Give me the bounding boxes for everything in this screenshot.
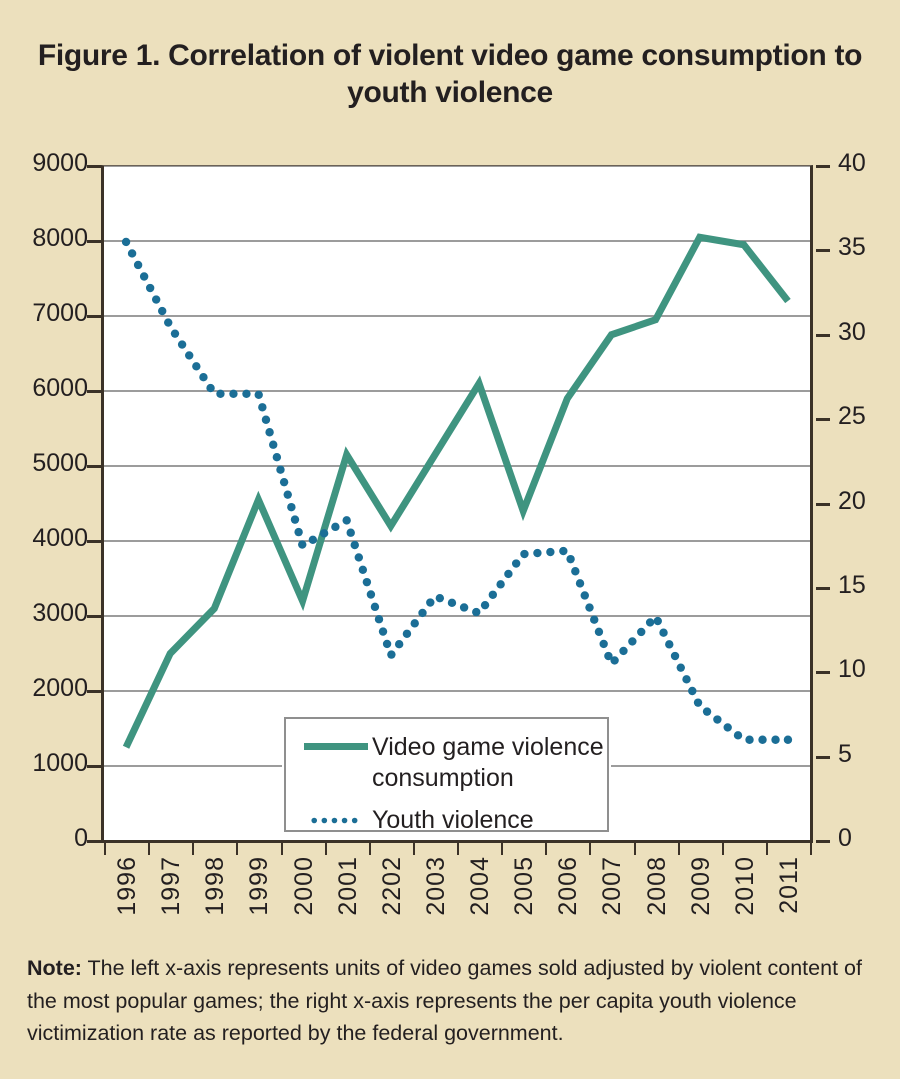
chart-figure: Video game violence consumption Youth vi… — [0, 149, 900, 950]
legend-label-youth-violence: Youth violence — [372, 806, 534, 834]
gridlines — [104, 166, 810, 767]
x-axis-tick-label: 2000 — [289, 856, 318, 916]
x-axis-tick-label: 1999 — [245, 856, 274, 916]
x-axis-tick-mark — [501, 843, 504, 855]
x-axis-tick-label: 2005 — [510, 856, 539, 916]
legend-label-video-game-violence: Video game violence consumption — [372, 733, 604, 792]
right-axis-tick-mark — [816, 333, 830, 337]
left-axis-tick-mark — [87, 540, 101, 543]
x-axis-tick-label: 2008 — [642, 856, 671, 916]
x-axis-tick-label: 2009 — [686, 856, 715, 916]
plot-area: Video game violence consumption Youth vi… — [101, 165, 813, 843]
right-axis-tick-label: 25 — [838, 402, 866, 431]
left-axis-tick-mark — [87, 840, 101, 843]
left-axis-tick-label: 5000 — [32, 449, 88, 477]
right-axis-tick-mark — [816, 418, 830, 422]
x-axis-tick-mark — [280, 843, 283, 855]
x-axis-tick-mark — [589, 843, 592, 855]
right-axis-tick-mark — [816, 586, 830, 590]
x-axis-tick-mark — [412, 843, 415, 855]
series-line-video-game-violence — [122, 233, 791, 749]
left-axis-tick-label: 7000 — [32, 299, 88, 327]
left-axis-tick-mark — [87, 390, 101, 393]
left-axis-tick-mark — [87, 465, 101, 468]
right-axis-tick-mark — [816, 671, 830, 675]
x-axis-tick-mark — [633, 843, 636, 855]
figure-note: Note: The left x-axis represents units o… — [27, 952, 872, 1050]
x-axis-tick-label: 2007 — [598, 856, 627, 916]
x-axis-tick-mark — [765, 843, 768, 855]
legend-swatch-dotted-line-icon — [300, 804, 372, 834]
figure-title: Figure 1. Correlation of violent video g… — [37, 39, 863, 109]
right-axis-tick-mark — [816, 165, 830, 168]
left-axis-tick-label: 4000 — [32, 524, 88, 552]
x-axis-tick-mark — [192, 843, 195, 855]
left-axis-tick-label: 6000 — [32, 374, 88, 402]
right-axis-tick-mark — [816, 249, 830, 253]
chart-legend: Video game violence consumption Youth vi… — [282, 715, 611, 834]
left-axis-tick-mark — [87, 765, 101, 768]
left-axis-tick-label: 1000 — [32, 749, 88, 777]
x-axis-tick-label: 1997 — [157, 856, 186, 916]
right-axis-tick-mark — [816, 755, 830, 759]
right-axis-tick-mark — [816, 502, 830, 506]
data-series-layer — [121, 233, 793, 749]
left-axis-tick-mark — [87, 165, 101, 168]
right-axis-tick-mark — [816, 840, 830, 843]
x-axis-tick-mark — [677, 843, 680, 855]
legend-item-youth-violence: Youth violence — [286, 802, 607, 836]
x-axis-tick-mark — [148, 843, 151, 855]
x-axis-tick-label: 2006 — [554, 856, 583, 916]
note-label: Note: — [27, 956, 82, 980]
x-axis-tick-label: 1996 — [113, 856, 142, 916]
left-axis-tick-mark — [87, 615, 101, 618]
left-axis-tick-mark — [87, 240, 101, 243]
right-axis-tick-label: 10 — [838, 655, 866, 684]
right-axis-tick-label: 5 — [838, 739, 852, 768]
left-axis-tick-mark — [87, 315, 101, 318]
left-axis-tick-label: 3000 — [32, 599, 88, 627]
x-axis-tick-mark — [457, 843, 459, 855]
x-axis-tick-mark — [104, 843, 106, 855]
right-axis-tick-label: 20 — [838, 486, 866, 515]
left-axis-tick-label: 9000 — [32, 149, 88, 177]
chart-canvas — [104, 166, 810, 767]
x-axis-tick-label: 2010 — [730, 856, 759, 916]
x-axis-tick-label: 2001 — [333, 856, 362, 916]
right-axis-tick-label: 0 — [838, 824, 852, 852]
left-axis-tick-label: 2000 — [32, 674, 88, 702]
left-axis-tick-mark — [87, 690, 101, 693]
x-axis-tick-mark — [810, 843, 812, 855]
right-axis-tick-label: 30 — [838, 317, 866, 346]
note-text: The left x-axis represents units of vide… — [27, 956, 862, 1046]
x-axis-tick-label: 2011 — [774, 856, 803, 914]
x-axis-tick-mark — [324, 843, 327, 855]
legend-swatch-solid-line-icon — [300, 731, 372, 761]
x-axis-tick-mark — [236, 843, 239, 855]
x-axis-tick-label: 2003 — [421, 856, 450, 916]
series-dots-youth-violence — [121, 237, 793, 744]
left-axis-tick-label: 8000 — [32, 224, 88, 252]
x-axis-tick-label: 2004 — [466, 856, 495, 916]
right-axis-tick-label: 15 — [838, 570, 866, 599]
x-axis-tick-mark — [368, 843, 371, 855]
x-axis-tick-label: 2202 — [377, 856, 406, 916]
right-axis-tick-label: 40 — [838, 149, 866, 177]
x-axis-tick-label: 1998 — [201, 856, 230, 916]
x-axis-tick-mark — [721, 843, 724, 855]
x-axis-tick-mark — [545, 843, 548, 855]
left-axis-tick-label: 0 — [74, 824, 88, 852]
legend-item-video-game-violence: Video game violence consumption — [286, 729, 607, 794]
right-axis-tick-label: 35 — [838, 233, 866, 262]
